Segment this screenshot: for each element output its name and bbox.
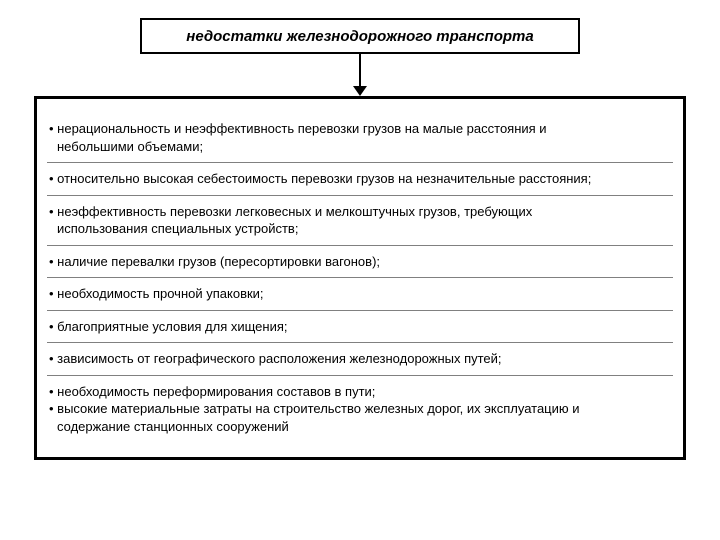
bullet-line: • относительно высокая себестоимость пер… (49, 170, 673, 188)
bullet-group: • неэффективность перевозки легковесных … (47, 196, 673, 245)
bullet-group: • благоприятные условия для хищения; (47, 311, 673, 343)
bullet-line: • нерациональность и неэффективность пер… (49, 120, 673, 138)
bullet-group: • относительно высокая себестоимость пер… (47, 163, 673, 195)
bullet-line: • наличие перевалки грузов (пересортиров… (49, 253, 673, 271)
bullet-group: • необходимость прочной упаковки; (47, 278, 673, 310)
bullet-line: • необходимость прочной упаковки; (49, 285, 673, 303)
bullet-group: • зависимость от географического располо… (47, 343, 673, 375)
bullet-line: • неэффективность перевозки легковесных … (49, 203, 673, 221)
bullet-line: • высокие материальные затраты на строит… (49, 400, 673, 418)
bullet-line: • необходимость переформирования составо… (49, 383, 673, 401)
arrow-down-line (359, 54, 361, 90)
arrow-down-head-icon (353, 86, 367, 96)
slide-page: недостатки железнодорожного транспорта •… (0, 0, 720, 540)
bullet-line: • благоприятные условия для хищения; (49, 318, 673, 336)
bullet-line: использования специальных устройств; (49, 220, 673, 238)
bullet-group: • наличие перевалки грузов (пересортиров… (47, 246, 673, 278)
bullet-group: • нерациональность и неэффективность пер… (47, 113, 673, 162)
bullet-line: • зависимость от географического располо… (49, 350, 673, 368)
bullet-group: • необходимость переформирования составо… (47, 376, 673, 443)
bullet-line: содержание станционных сооружений (49, 418, 673, 436)
bullet-line: небольшими объемами; (49, 138, 673, 156)
title-text: недостатки железнодорожного транспорта (186, 28, 533, 45)
title-box: недостатки железнодорожного транспорта (140, 18, 580, 54)
content-box: • нерациональность и неэффективность пер… (34, 96, 686, 460)
